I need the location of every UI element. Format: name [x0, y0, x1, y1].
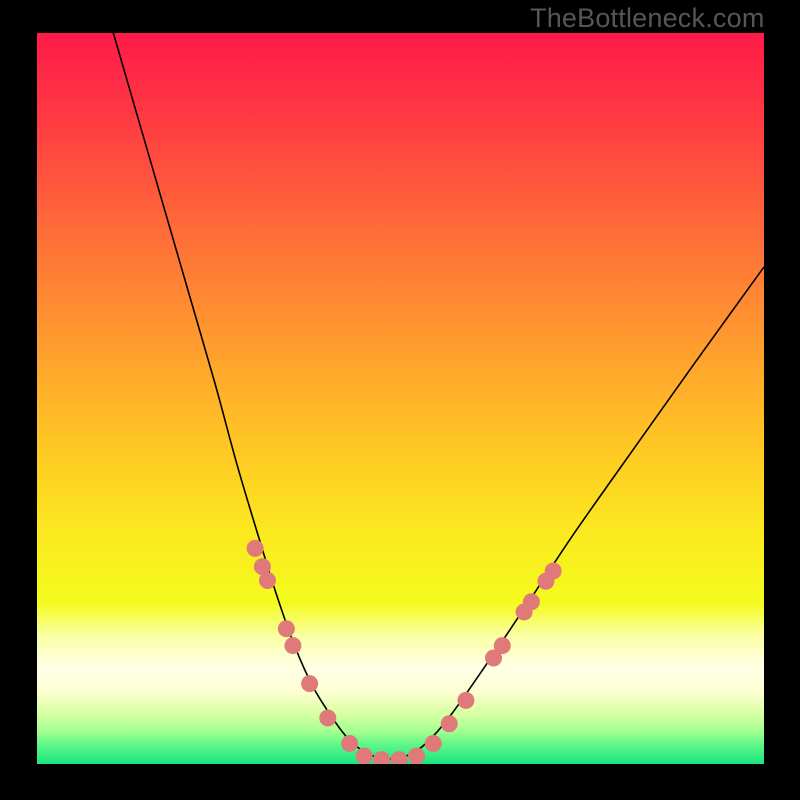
data-marker: [247, 540, 264, 557]
data-marker: [408, 747, 425, 764]
data-marker: [373, 751, 390, 768]
data-marker: [284, 637, 301, 654]
data-marker: [319, 709, 336, 726]
data-marker: [301, 675, 318, 692]
data-marker: [494, 637, 511, 654]
data-marker: [441, 715, 458, 732]
data-marker: [523, 593, 540, 610]
chart-frame: TheBottleneck.com: [0, 0, 800, 800]
curve-layer: [0, 0, 800, 800]
data-marker: [425, 735, 442, 752]
watermark-text: TheBottleneck.com: [530, 3, 765, 34]
bottleneck-curve: [113, 33, 764, 759]
data-marker: [341, 735, 358, 752]
data-marker: [278, 620, 295, 637]
data-marker: [545, 563, 562, 580]
data-marker: [457, 692, 474, 709]
data-marker: [356, 747, 373, 764]
data-marker: [391, 751, 408, 768]
data-marker: [259, 572, 276, 589]
